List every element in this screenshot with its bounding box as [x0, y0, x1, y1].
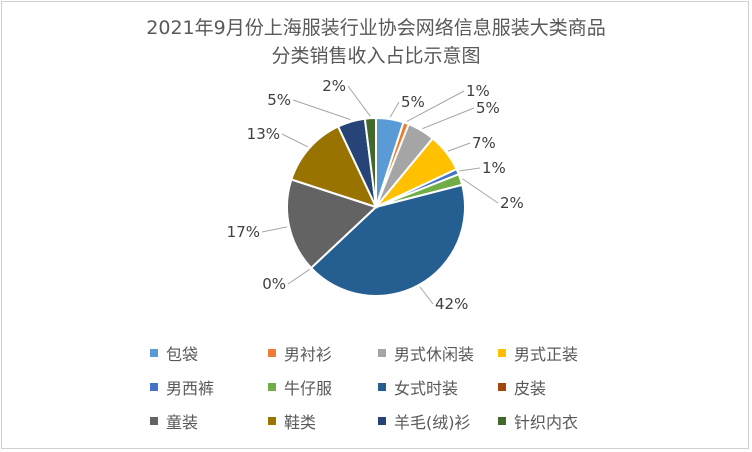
leader-line-8 — [287, 268, 310, 285]
legend-swatch-1 — [150, 349, 158, 357]
leader-line-5 — [459, 167, 481, 172]
legend-swatch-12 — [498, 417, 506, 425]
legend-item-6: 牛仔服 — [268, 375, 332, 399]
legend-label-5: 男西裤 — [166, 379, 215, 398]
leader-line-7 — [419, 286, 434, 305]
legend-item-7: 女式时装 — [378, 375, 458, 399]
data-label-1: 5% — [401, 93, 425, 111]
legend-label-8: 皮装 — [514, 379, 547, 398]
legend-swatch-6 — [268, 383, 276, 391]
pie-slice-9 — [286, 178, 378, 270]
legend-label-6: 牛仔服 — [284, 379, 333, 398]
legend-label-11: 羊毛(绒)衫 — [394, 413, 471, 432]
data-label-7: 42% — [435, 295, 468, 313]
legend-item-10: 鞋类 — [268, 409, 316, 433]
data-label-4: 7% — [472, 134, 496, 152]
legend-swatch-10 — [268, 417, 276, 425]
legend-swatch-2 — [268, 349, 276, 357]
leader-line-1 — [389, 101, 400, 118]
data-label-10: 13% — [247, 125, 280, 143]
legend-label-10: 鞋类 — [284, 413, 317, 432]
legend-item-3: 男式休闲装 — [378, 341, 474, 365]
legend-item-1: 包袋 — [150, 341, 198, 365]
legend-item-5: 男西裤 — [150, 375, 214, 399]
pie-slice-10 — [290, 125, 378, 209]
legend-label-3: 男式休闲装 — [394, 345, 475, 364]
chart-title-line-1: 2021年9月份上海服装行业协会网络信息服装大类商品 — [146, 17, 606, 39]
pie-slice-12 — [363, 116, 377, 208]
legend-label-1: 包袋 — [166, 345, 199, 364]
data-label-2: 1% — [466, 82, 490, 100]
chart-title-line-2: 分类销售收入占比示意图 — [271, 45, 481, 67]
pie-slice-7 — [309, 183, 466, 297]
data-label-5: 1% — [482, 159, 506, 177]
leader-line-3 — [422, 107, 475, 130]
chart-title: 2021年9月份上海服装行业协会网络信息服装大类商品 分类销售收入占比示意图 — [0, 14, 752, 70]
legend-item-8: 皮装 — [498, 375, 546, 399]
legend-item-11: 羊毛(绒)衫 — [378, 409, 471, 433]
leader-line-10 — [281, 133, 308, 148]
legend-swatch-4 — [498, 349, 506, 357]
data-label-3: 5% — [476, 99, 500, 117]
legend-item-4: 男式正装 — [498, 341, 578, 365]
legend-label-7: 女式时装 — [394, 379, 459, 398]
data-label-8: 0% — [262, 275, 286, 293]
legend-swatch-7 — [378, 383, 386, 391]
data-label-12: 2% — [322, 77, 346, 95]
leader-line-6 — [462, 178, 499, 204]
legend-label-12: 针织内衣 — [514, 413, 579, 432]
legend-label-2: 男衬衫 — [284, 345, 333, 364]
legend-swatch-3 — [378, 349, 386, 357]
data-label-9: 17% — [227, 223, 260, 241]
legend-item-2: 男衬衫 — [268, 341, 332, 365]
leader-line-9 — [261, 226, 288, 233]
data-label-11: 5% — [267, 91, 291, 109]
legend-swatch-11 — [378, 417, 386, 425]
data-label-6: 2% — [500, 194, 524, 212]
leader-line-12 — [347, 85, 371, 117]
leader-line-4 — [447, 142, 471, 152]
leader-line-2 — [406, 90, 465, 122]
leader-line-11 — [292, 99, 351, 121]
legend-swatch-8 — [498, 383, 506, 391]
legend-item-12: 针织内衣 — [498, 409, 578, 433]
legend-item-9: 童装 — [150, 409, 198, 433]
legend-label-4: 男式正装 — [514, 345, 579, 364]
legend-label-9: 童装 — [166, 413, 199, 432]
legend-swatch-9 — [150, 417, 158, 425]
legend-swatch-5 — [150, 383, 158, 391]
